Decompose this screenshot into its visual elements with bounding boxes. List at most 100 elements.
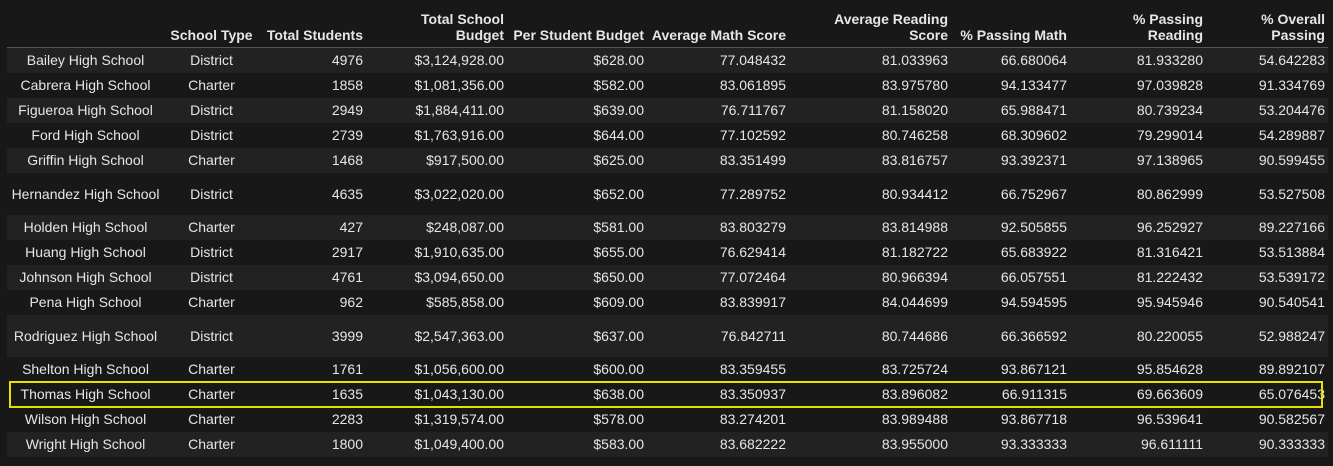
total-students-cell: 4635 — [331, 185, 363, 202]
school-name-cell: Griffin High School — [27, 152, 144, 168]
table-row: Thomas High School Charter 1635 $1,043,130.… — [7, 381, 1328, 407]
school-type-cell: District — [190, 327, 233, 344]
table-row: Huang High School District 2917 $1,910,635.… — [7, 239, 1328, 265]
avg-math-cell: 83.839917 — [719, 294, 786, 310]
total-budget-cell: $3,124,928.00 — [414, 52, 504, 69]
school-name-cell: Ford High School — [31, 127, 140, 143]
pct-passing-math-cell: 66.680064 — [1000, 52, 1067, 69]
pct-passing-reading-cell: 95.854628 — [1136, 361, 1203, 377]
total-budget-cell: $1,319,574.00 — [414, 411, 504, 427]
index-header — [7, 6, 162, 48]
dataframe-output: School Type Total Students Total School … — [7, 6, 1328, 457]
avg-reading-cell: 80.746258 — [881, 127, 948, 143]
school-type-cell: District — [190, 127, 233, 143]
per-student-budget-cell: $638.00 — [507, 381, 647, 407]
table-body: Bailey High School District 4976 $3,124,928… — [7, 47, 1328, 457]
pct-passing-reading-cell: 80.220055 — [1136, 327, 1203, 344]
avg-reading-cell: 84.044699 — [881, 294, 948, 310]
school-name-cell: Thomas High School — [7, 381, 162, 407]
per-student-budget-cell: $644.00 — [593, 127, 644, 143]
per-student-budget-cell: $650.00 — [593, 269, 644, 285]
pct-passing-reading-cell: 81.222432 — [1136, 269, 1203, 285]
avg-math-cell: 83.359455 — [719, 361, 786, 377]
total-students-cell: 1800 — [331, 436, 363, 452]
avg-reading-cell: 83.955000 — [881, 436, 948, 452]
avg-reading-cell: 81.182722 — [881, 244, 948, 260]
total-budget-cell: $3,022,020.00 — [414, 185, 504, 202]
total-budget-cell: $1,884,411.00 — [415, 102, 505, 118]
total-budget-cell: $1,763,916.00 — [414, 127, 504, 143]
pct-passing-reading-cell: 96.539641 — [1136, 411, 1203, 427]
table-row: Griffin High School Charter 1468 $917,500.0… — [7, 147, 1328, 173]
total-students-cell: 2283 — [331, 411, 363, 427]
school-type-header: School Type — [162, 6, 260, 48]
pct-overall-passing-header: % Overall Passing — [1206, 6, 1328, 48]
table-row: Pena High School Charter 962 $585,858.00 $60… — [7, 289, 1328, 315]
total-students-cell: 4976 — [331, 52, 363, 69]
school-type-cell: District — [190, 185, 233, 202]
pct-passing-reading-header: % Passing Reading — [1070, 6, 1206, 48]
total-students-header: Total Students — [260, 6, 366, 48]
pct-passing-math-cell: 92.505855 — [1000, 219, 1067, 235]
school-type-cell: District — [190, 102, 233, 118]
pct-passing-reading-cell: 81.316421 — [1136, 244, 1203, 260]
table-row: Figueroa High School District 2949 $1,884,4… — [7, 97, 1328, 123]
school-name-cell: Bailey High School — [26, 52, 145, 69]
pct-passing-math-cell: 66.057551 — [1000, 269, 1067, 285]
school-type-cell: Charter — [188, 436, 235, 452]
pct-overall-passing-cell: 89.892107 — [1258, 361, 1325, 377]
avg-math-cell: 76.842711 — [720, 327, 786, 344]
pct-overall-passing-cell: 54.642283 — [1258, 52, 1325, 69]
avg-math-cell: 83.351499 — [719, 152, 786, 168]
table-row: Johnson High School District 4761 $3,094,65… — [7, 264, 1328, 290]
total-students-cell: 1468 — [331, 152, 363, 168]
total-budget-cell: $917,500.00 — [426, 152, 504, 168]
school-name-cell: Holden High School — [23, 219, 148, 235]
school-name-cell: Cabrera High School — [20, 77, 151, 93]
total-students-cell: 2949 — [331, 102, 363, 118]
table-row: Ford High School District 2739 $1,763,916.0… — [7, 122, 1328, 148]
per-student-budget-cell: $578.00 — [593, 411, 644, 427]
school-name-cell: Figueroa High School — [18, 102, 153, 118]
avg-reading-header: Average Reading Score — [789, 6, 951, 48]
pct-passing-reading-cell: 69.663609 — [1070, 381, 1206, 407]
school-type-cell: Charter — [162, 381, 260, 407]
per-student-budget-cell: $609.00 — [593, 294, 644, 310]
per-student-budget-cell: $582.00 — [593, 77, 644, 93]
total-students-cell: 2739 — [331, 127, 363, 143]
avg-math-cell: 76.629414 — [719, 244, 786, 260]
total-students-cell: 1858 — [331, 77, 363, 93]
pct-passing-math-cell: 93.392371 — [1000, 152, 1067, 168]
table-row: Shelton High School Charter 1761 $1,056,600… — [7, 356, 1328, 382]
avg-math-cell: 77.048432 — [719, 52, 786, 69]
school-type-cell: Charter — [188, 294, 235, 310]
pct-passing-math-cell: 65.683922 — [1000, 244, 1067, 260]
school-type-cell: District — [190, 244, 233, 260]
total-budget-cell: $1,049,400.00 — [414, 436, 504, 452]
per-student-budget-cell: $637.00 — [593, 327, 644, 344]
pct-passing-reading-cell: 80.862999 — [1136, 185, 1203, 202]
school-type-cell: Charter — [188, 152, 235, 168]
total-budget-cell: $1,056,600.00 — [414, 361, 504, 377]
school-name-cell: Huang High School — [25, 244, 146, 260]
avg-reading-cell: 83.989488 — [881, 411, 948, 427]
avg-math-cell: 83.061895 — [719, 77, 786, 93]
table-row: Wilson High School Charter 2283 $1,319,574.… — [7, 406, 1328, 432]
per-student-budget-cell: $655.00 — [593, 244, 644, 260]
avg-math-cell: 83.350937 — [647, 381, 789, 407]
total-budget-cell: $1,081,356.00 — [414, 77, 504, 93]
school-type-cell: District — [190, 269, 233, 285]
avg-math-cell: 77.289752 — [719, 185, 786, 202]
total-budget-cell: $3,094,650.00 — [414, 269, 504, 285]
per-student-budget-cell: $652.00 — [593, 185, 644, 202]
pct-passing-math-cell: 94.594595 — [1000, 294, 1067, 310]
total-budget-cell: $1,043,130.00 — [366, 381, 507, 407]
avg-reading-cell: 83.725724 — [881, 361, 948, 377]
per-student-budget-cell: $625.00 — [593, 152, 644, 168]
avg-math-cell: 83.682222 — [719, 436, 786, 452]
pct-passing-reading-cell: 97.138965 — [1136, 152, 1203, 168]
total-students-cell: 1635 — [260, 381, 366, 407]
pct-overall-passing-cell: 90.540541 — [1258, 294, 1325, 310]
pct-passing-math-cell: 65.988471 — [1000, 102, 1067, 118]
table-row: Wright High School Charter 1800 $1,049,400.… — [7, 431, 1328, 457]
